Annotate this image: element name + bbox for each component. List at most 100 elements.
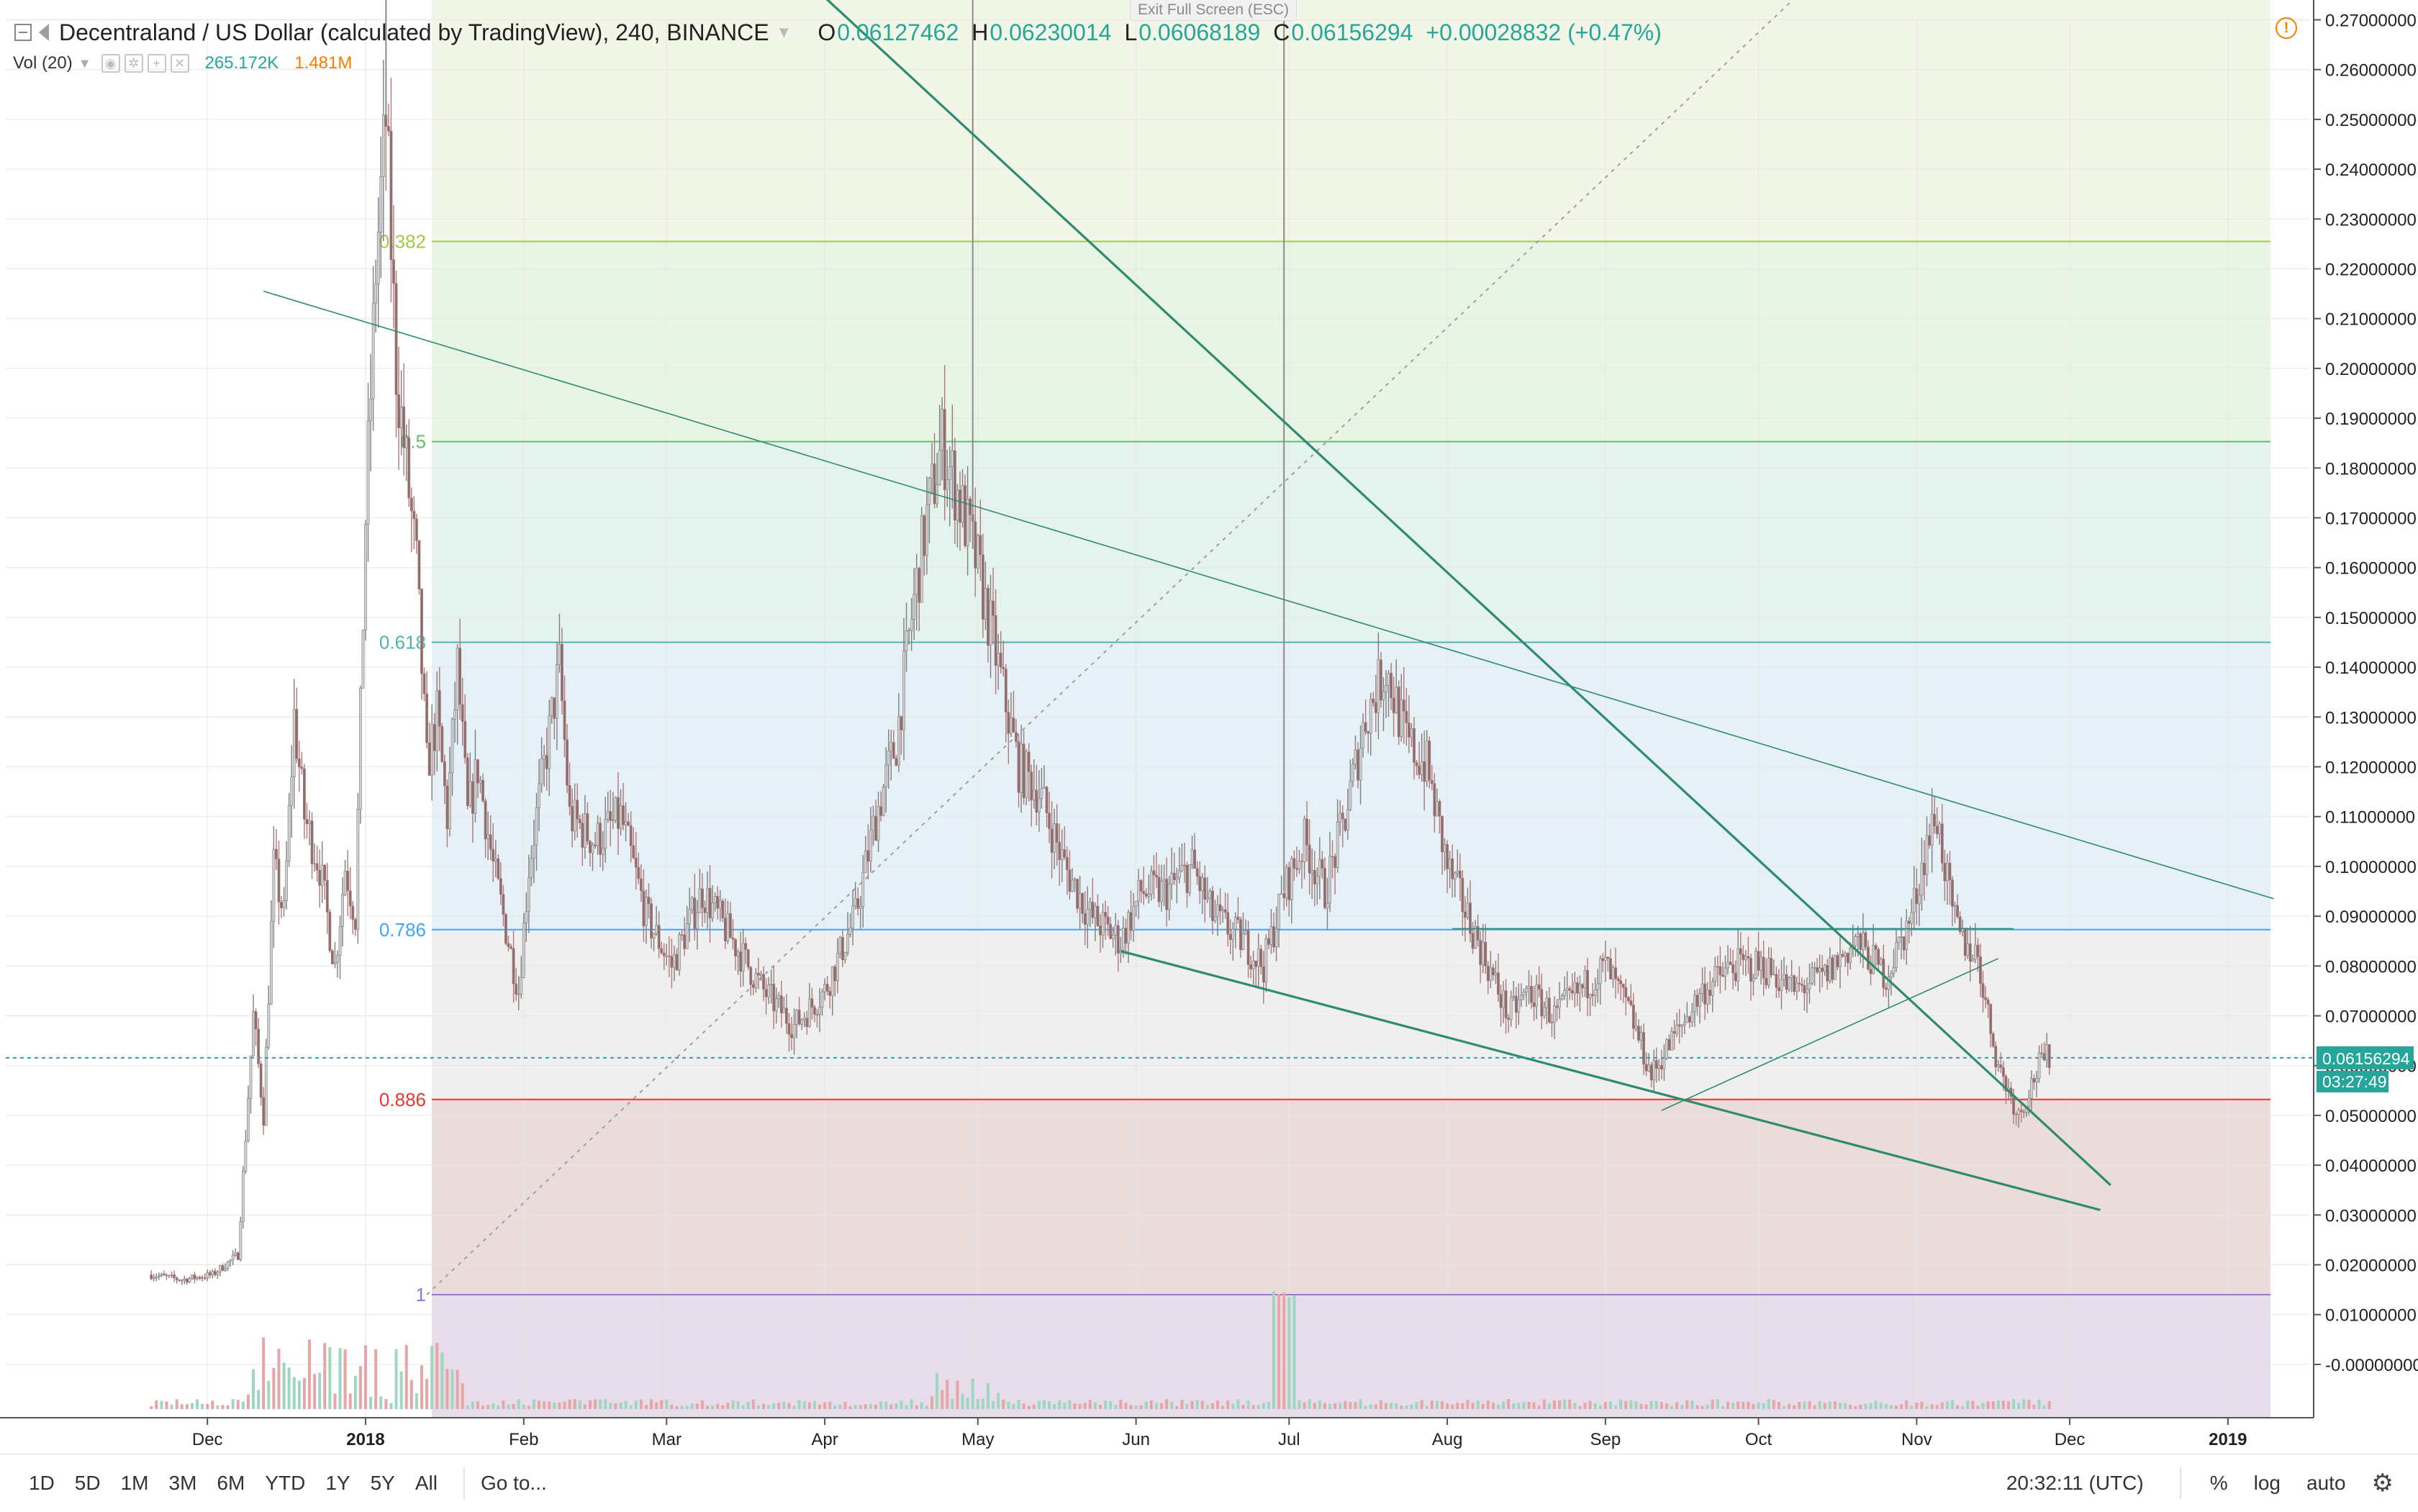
volume-bar [1507, 1399, 1511, 1409]
candle-body [1726, 961, 1729, 969]
candle-body [1948, 862, 1952, 880]
symbol-title[interactable]: Decentraland / US Dollar (calculated by … [59, 19, 769, 45]
candle-body [1188, 864, 1191, 893]
range-1y-button[interactable]: 1Y [325, 1472, 350, 1494]
range-6m-button[interactable]: 6M [217, 1472, 245, 1494]
alert-icon[interactable]: ! [2276, 17, 2297, 39]
candle-body [1665, 1038, 1668, 1059]
volume-bar [1354, 1402, 1357, 1409]
candle-body [1573, 982, 1577, 994]
candle-body [427, 742, 431, 776]
candle-body [1739, 948, 1742, 955]
range-all-button[interactable]: All [415, 1472, 438, 1494]
candle-body [402, 406, 406, 448]
gear-icon[interactable]: ⚙ [2371, 1470, 2394, 1497]
candle-body [1380, 659, 1382, 701]
volume-bar [1359, 1399, 1362, 1409]
volume-bar [1966, 1400, 1970, 1409]
range-5d-button[interactable]: 5D [74, 1472, 101, 1494]
candle-body [1241, 933, 1245, 951]
range-5y-button[interactable]: 5Y [370, 1472, 395, 1494]
trendlines [263, 0, 2274, 1211]
upper-descending-line[interactable] [263, 290, 2274, 900]
volume-bar [629, 1405, 633, 1409]
candle-body [1879, 959, 1883, 965]
candle-body [1672, 1031, 1676, 1034]
range-1m-button[interactable]: 1M [120, 1472, 149, 1494]
candle-body [1489, 967, 1493, 982]
candle-body [1203, 877, 1207, 900]
candle-body [1729, 961, 1732, 965]
utc-clock[interactable]: 20:32:11 (UTC) [2006, 1472, 2144, 1494]
volume-bar [762, 1403, 766, 1409]
candle-body [399, 406, 403, 428]
close-icon[interactable]: ✕ [170, 54, 189, 73]
candle-body [941, 409, 944, 451]
volume-bar [1956, 1405, 1960, 1409]
candle-body [1244, 930, 1247, 934]
chevron-down-icon[interactable]: ▼ [78, 55, 91, 71]
ohlc-high-value: 0.06230014 [990, 19, 1112, 45]
candle-body [404, 438, 408, 448]
candle-body [150, 1275, 153, 1280]
log-scale-button[interactable]: log [2253, 1472, 2281, 1494]
volume-bar [746, 1401, 750, 1409]
flag-icon[interactable] [39, 24, 49, 41]
fib-zone-1 [432, 241, 2270, 442]
volume-bar [818, 1404, 822, 1409]
candle-body [1050, 828, 1054, 853]
collapse-legend-icon[interactable] [14, 24, 32, 41]
candle-body [303, 768, 306, 820]
goto-date-button[interactable]: Go to... [480, 1472, 547, 1494]
plus-icon[interactable]: + [147, 54, 166, 73]
candle-body [1063, 849, 1067, 858]
price-tick-label: -0.00000000 [2325, 1356, 2418, 1375]
volume-bar [1844, 1403, 1847, 1409]
volume-bar [1685, 1400, 1689, 1409]
volume-bar [1849, 1405, 1852, 1409]
candle-body [1193, 849, 1197, 869]
candle-body [241, 1170, 245, 1222]
candle-body [1351, 764, 1354, 782]
candle-body [1236, 917, 1240, 920]
fib-zone-2 [432, 441, 2270, 643]
volume-bar [1053, 1404, 1056, 1409]
volume-label[interactable]: Vol (20) [13, 53, 73, 73]
volume-bar [828, 1401, 832, 1409]
volume-bar [604, 1399, 607, 1409]
candle-body [1362, 722, 1364, 749]
candle-body [1716, 966, 1719, 968]
rising-support-line[interactable] [1661, 958, 1999, 1111]
candle-body [173, 1275, 176, 1278]
candle-body [417, 540, 421, 589]
candle-body [828, 991, 832, 996]
settings-icon[interactable]: ✲ [124, 54, 143, 73]
candle-body [295, 709, 299, 759]
candle-body [1172, 872, 1176, 880]
range-1d-button[interactable]: 1D [29, 1472, 55, 1494]
candle-body [1795, 982, 1798, 992]
candle-body [239, 1221, 243, 1260]
main-descending-line[interactable] [682, 0, 2111, 1186]
chevron-down-icon[interactable]: ▼ [776, 23, 792, 41]
auto-scale-button[interactable]: auto [2306, 1472, 2346, 1494]
range-ytd-button[interactable]: YTD [265, 1472, 306, 1494]
candle-body [966, 498, 969, 546]
volume-bar [1502, 1401, 1505, 1409]
eye-icon[interactable]: ◉ [101, 54, 120, 73]
candle-body [861, 872, 865, 907]
price-tick-label: 0.16000000 [2325, 559, 2417, 579]
volume-bar [1139, 1405, 1143, 1409]
candle-body [1035, 789, 1038, 813]
volume-bar [864, 1404, 867, 1409]
range-3m-button[interactable]: 3M [168, 1472, 197, 1494]
lower-wedge-line[interactable] [1120, 949, 2101, 1211]
exit-fullscreen-button[interactable]: Exit Full Screen (ESC) [1130, 0, 1298, 21]
candle-body [915, 568, 918, 595]
percent-scale-button[interactable]: % [2209, 1472, 2228, 1494]
volume-bar [374, 1349, 378, 1409]
candle-body [1502, 990, 1505, 1008]
candle-body [992, 600, 995, 616]
candle-body [320, 864, 324, 886]
